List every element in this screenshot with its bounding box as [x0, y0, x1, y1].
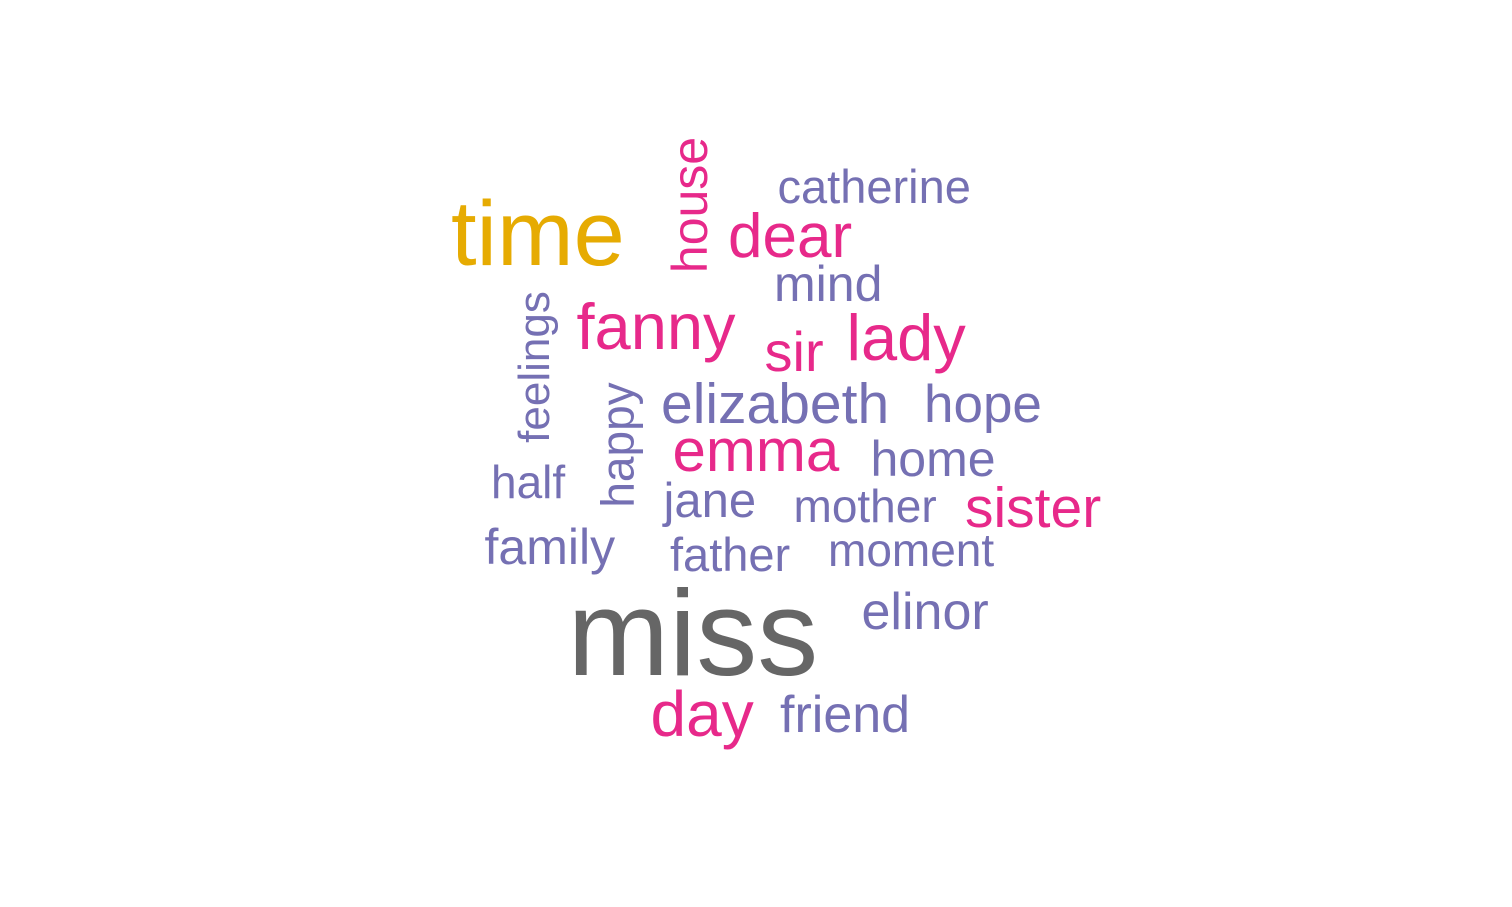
word-elizabeth: elizabeth	[661, 371, 890, 436]
word-family: family	[484, 519, 616, 575]
word-half: half	[491, 456, 566, 508]
word-sir: sir	[764, 320, 824, 383]
word-jane: jane	[663, 473, 757, 528]
word-fanny: fanny	[576, 289, 736, 363]
word-elinor: elinor	[861, 583, 989, 641]
word-happy: happy	[591, 382, 644, 508]
word-lady: lady	[846, 300, 966, 374]
word-house: house	[662, 136, 719, 274]
word-father: father	[670, 527, 791, 581]
word-friend: friend	[780, 686, 911, 744]
word-dear: dear	[728, 202, 853, 271]
word-emma: emma	[672, 417, 840, 484]
word-feelings: feelings	[509, 291, 559, 443]
word-hope: hope	[924, 374, 1042, 434]
word-mind: mind	[774, 256, 883, 312]
word-home: home	[870, 431, 996, 487]
word-catherine: catherine	[777, 159, 971, 213]
word-moment: moment	[828, 524, 995, 576]
word-miss: miss	[567, 565, 819, 701]
word-day: day	[650, 678, 754, 750]
word-sister: sister	[965, 475, 1102, 540]
word-time: time	[451, 183, 625, 285]
word-mother: mother	[793, 480, 937, 532]
